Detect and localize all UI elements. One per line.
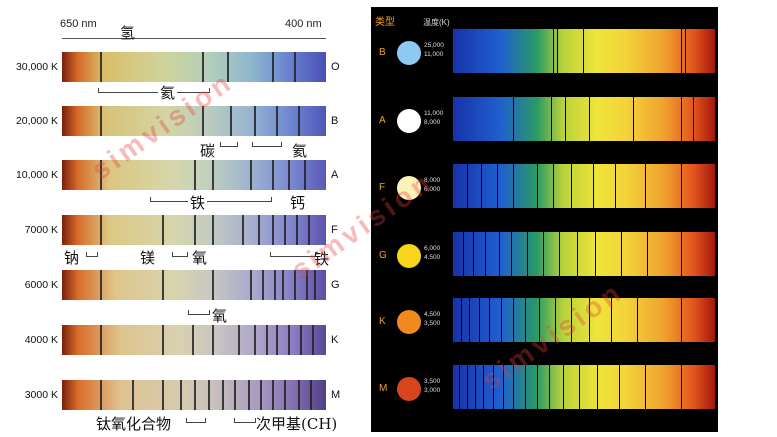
temp-low: 6,000: [424, 186, 441, 193]
spectrum-strip-g: [62, 270, 326, 300]
spectrum-strip-m: [453, 365, 715, 409]
element-label-oxygen-2: 氧: [212, 307, 228, 325]
temp-high: 3,500: [424, 378, 441, 385]
element-label-helium: 氦: [158, 82, 178, 103]
oxygen-bracket: [172, 252, 188, 257]
class-label: B: [331, 115, 339, 127]
temp-high: 25,000: [424, 42, 444, 49]
element-label-methylidyne: 次甲基(CH): [256, 415, 338, 433]
star-f: [397, 176, 421, 200]
temp-high: 8,000: [424, 177, 441, 184]
temp-low: 8,000: [424, 119, 441, 126]
temp-high: 4,500: [424, 311, 441, 318]
element-label-carbon: 碳: [200, 142, 216, 160]
element-label-helium-2: 氦: [292, 142, 308, 160]
element-label-sodium: 钠: [64, 249, 80, 267]
spectrum-strip-g: [453, 232, 715, 276]
class-label: F: [331, 224, 338, 236]
temp-label: 4000 K: [24, 334, 58, 346]
class-label: K: [331, 334, 339, 346]
spectrum-strip-f: [453, 164, 715, 208]
wavelength-axis: [62, 38, 326, 39]
temp-range: 6,000 4,500: [424, 244, 440, 262]
temp-label: 30,000 K: [15, 61, 58, 73]
spectrum-strip-f: [62, 215, 326, 245]
temp-range: 11,000 8,000: [424, 109, 443, 127]
class-label: G: [379, 250, 387, 261]
helium-bracket: [98, 88, 210, 93]
temperature-header: 温度(K): [423, 18, 450, 27]
element-label-hydrogen: 氢: [120, 24, 136, 42]
carbon-bracket: [220, 142, 238, 147]
temp-high: 6,000: [424, 245, 441, 252]
class-label: B: [379, 47, 386, 58]
class-label: K: [379, 316, 386, 327]
class-label: A: [379, 115, 386, 126]
temp-range: 25,000 11,000: [424, 41, 444, 59]
temp-low: 3,500: [424, 320, 441, 327]
temp-low: 11,000: [424, 51, 444, 58]
sodium-bracket: [86, 252, 98, 257]
iron-bracket: [150, 197, 272, 202]
temp-label: 20,000 K: [15, 115, 58, 127]
spectrum-strip-o: [62, 52, 326, 82]
class-label: G: [331, 279, 340, 291]
temp-label: 6000 K: [24, 279, 58, 291]
oxygen2-bracket: [188, 310, 210, 315]
element-label-calcium: 钙: [290, 194, 306, 212]
element-label-magnesium: 镁: [140, 249, 156, 267]
class-label: M: [331, 389, 341, 401]
temp-range: 3,500 3,000: [424, 377, 440, 395]
class-label: M: [379, 383, 388, 394]
iron2-bracket: [270, 252, 316, 257]
right-spectra-panel: 类型 温度(K) B 25,000 11,000 A 11,000 8,000 F …: [371, 7, 718, 432]
spectrum-strip-b: [62, 106, 326, 136]
temp-high: 11,000: [424, 110, 444, 117]
temp-range: 8,000 6,000: [424, 176, 440, 194]
spectrum-strip-a: [453, 97, 715, 141]
class-label: A: [331, 169, 339, 181]
wavelength-650-label: 650 nm: [60, 18, 97, 30]
temp-label: 7000 K: [24, 224, 58, 236]
spectrum-strip-b: [453, 29, 715, 73]
class-label: F: [379, 182, 386, 193]
element-label-titanium-oxide: 钛氧化合物: [96, 415, 172, 433]
star-b: [397, 41, 421, 65]
element-label-iron-2: 铁: [314, 250, 330, 268]
type-header: 类型: [375, 17, 395, 28]
element-label-iron: 铁: [188, 192, 208, 213]
spectrum-strip-k: [62, 325, 326, 355]
temp-low: 3,000: [424, 387, 441, 394]
temp-range: 4,500 3,500: [424, 310, 440, 328]
left-spectra-panel: 650 nm 400 nm 氢 30,000 K O 氦 20,000 K B …: [0, 0, 370, 437]
helium2-bracket: [252, 142, 282, 147]
spectrum-strip-a: [62, 160, 326, 190]
class-label: O: [331, 61, 340, 73]
wavelength-400-label: 400 nm: [285, 18, 322, 30]
spectrum-strip-m: [62, 380, 326, 410]
element-label-oxygen: 氧: [192, 249, 208, 267]
spectrum-strip-k: [453, 298, 715, 342]
star-m: [397, 377, 421, 401]
star-g: [397, 244, 421, 268]
temp-low: 4,500: [424, 254, 441, 261]
star-a: [397, 109, 421, 133]
temp-label: 3000 K: [24, 389, 58, 401]
ch-bracket: [234, 418, 256, 423]
temp-label: 10,000 K: [15, 169, 58, 181]
star-k: [397, 310, 421, 334]
tio-bracket: [186, 418, 206, 423]
